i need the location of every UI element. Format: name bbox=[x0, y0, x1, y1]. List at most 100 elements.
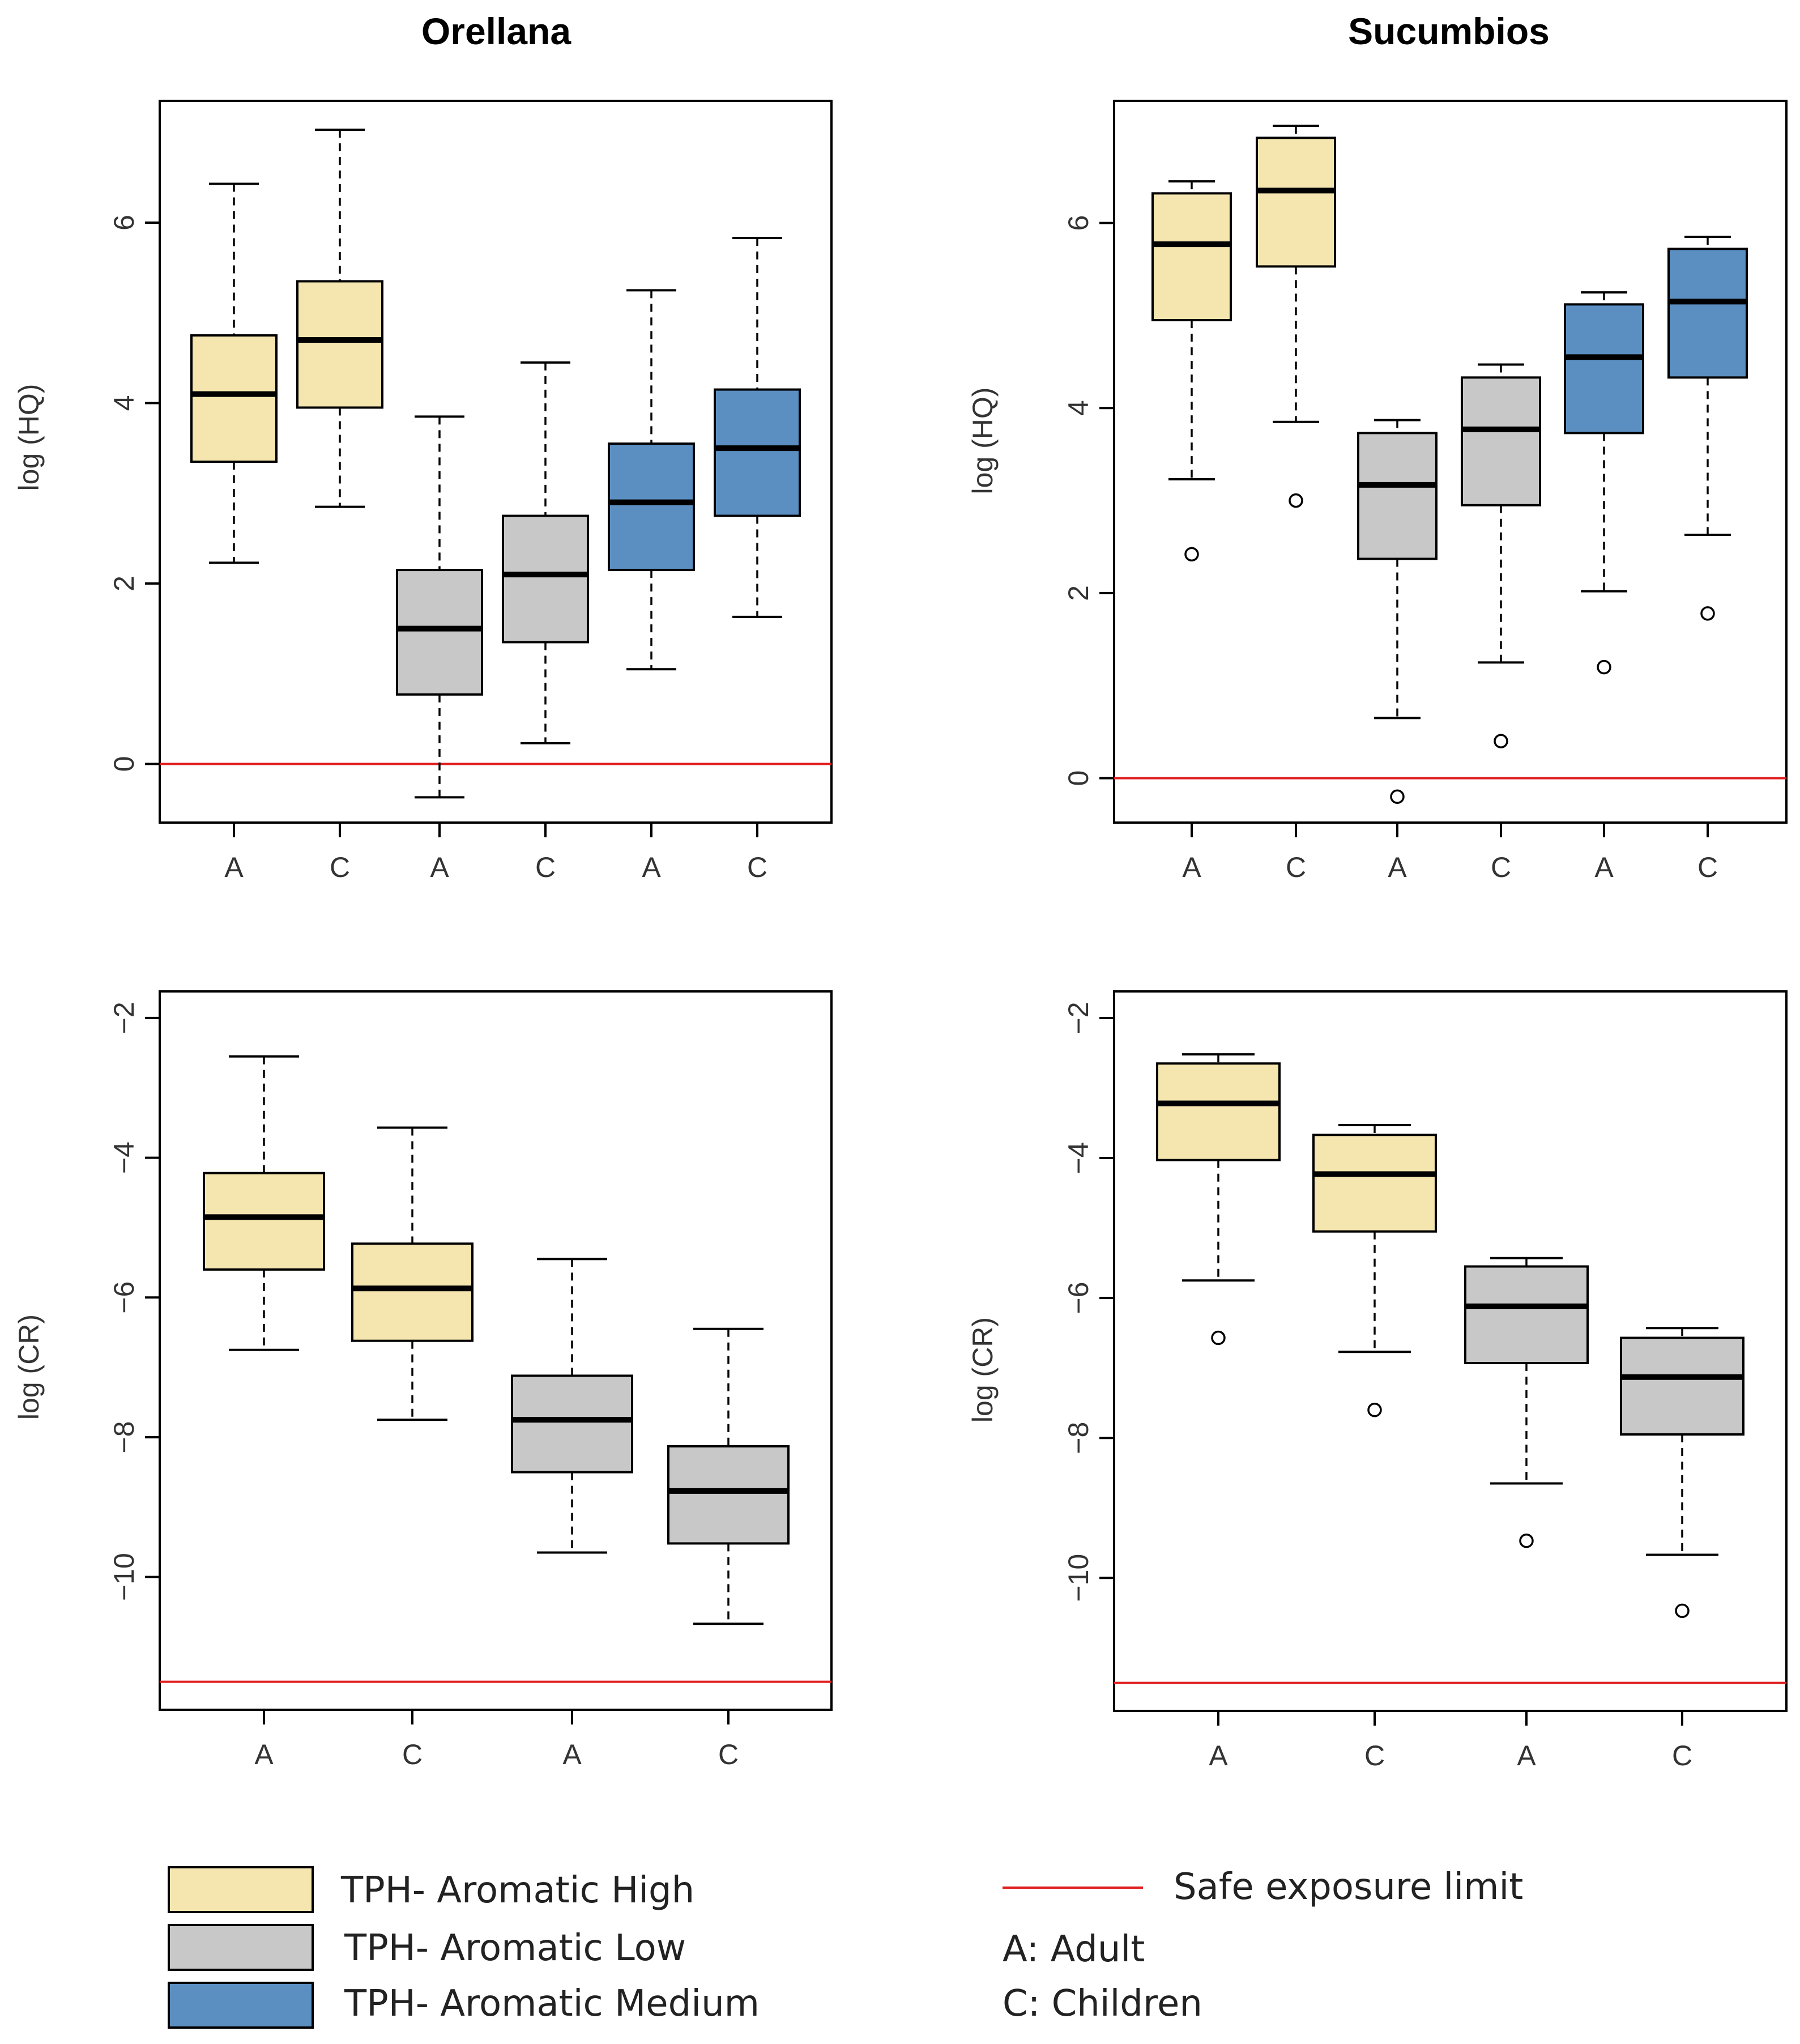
iqr-box bbox=[608, 442, 695, 572]
legend: TPH- Aromatic High TPH- Aromatic Low TPH… bbox=[168, 1866, 1523, 2029]
outlier-point bbox=[1675, 1603, 1690, 1619]
x-tick-label: C bbox=[1672, 1740, 1692, 1772]
legend-swatch-medium bbox=[168, 1982, 314, 2029]
y-axis-label-cr-orellana: log (CR) bbox=[13, 1314, 45, 1420]
iqr-box bbox=[511, 1374, 633, 1474]
y-tick-label: −6 bbox=[1063, 1282, 1094, 1314]
panel-title-orellana: Orellana bbox=[421, 10, 571, 52]
outlier-point bbox=[1184, 547, 1199, 562]
iqr-box bbox=[1667, 248, 1748, 379]
legend-swatch-low bbox=[168, 1924, 314, 1971]
y-tick-label: 4 bbox=[1063, 400, 1094, 416]
box-high-children bbox=[351, 1126, 474, 1421]
panel-sucumbios-cr: log (CR) −2 −4 −6 −8 −10 A C A C bbox=[967, 990, 1788, 1772]
iqr-box bbox=[351, 1242, 474, 1342]
x-tick-label: A bbox=[642, 851, 661, 883]
x-tick-label: C bbox=[402, 1739, 423, 1770]
y-tick-label: −2 bbox=[108, 1002, 140, 1034]
iqr-box bbox=[190, 334, 278, 463]
box-low-adult bbox=[1357, 419, 1438, 804]
y-axis-label-cr-sucumbios: log (CR) bbox=[967, 1317, 999, 1423]
box-low-adult bbox=[1464, 1257, 1589, 1548]
iqr-box bbox=[502, 514, 589, 644]
y-tick-label: −2 bbox=[1063, 1002, 1094, 1034]
x-tick-label: C bbox=[1286, 851, 1306, 883]
outlier-point bbox=[1289, 493, 1303, 508]
x-tick-label: A bbox=[224, 851, 244, 883]
y-tick-label: 6 bbox=[1063, 215, 1094, 231]
box-low-adult bbox=[396, 415, 483, 799]
box-low-adult bbox=[511, 1258, 633, 1554]
box-medium-children bbox=[714, 237, 801, 618]
y-axis-label-hq-sucumbios: log (HQ) bbox=[967, 387, 999, 495]
y-tick-label: −8 bbox=[1063, 1422, 1094, 1454]
iqr-box bbox=[203, 1172, 325, 1271]
x-tick-label: A bbox=[1182, 851, 1201, 883]
box-medium-adult bbox=[1564, 291, 1644, 675]
x-tick-label: C bbox=[1697, 851, 1718, 883]
outlier-point bbox=[1211, 1330, 1226, 1345]
outlier-point bbox=[1494, 734, 1508, 749]
plot-frame bbox=[1113, 990, 1788, 1712]
box-high-adult bbox=[1156, 1053, 1281, 1345]
legend-label-children: C: Children bbox=[1003, 1983, 1202, 2025]
x-tick-label: A bbox=[1209, 1740, 1228, 1772]
x-tick-label: C bbox=[330, 851, 350, 883]
box-high-children bbox=[296, 128, 383, 508]
legend-swatch-high bbox=[168, 1866, 314, 1913]
box-low-children bbox=[667, 1327, 790, 1625]
legend-label-safe-limit: Safe exposure limit bbox=[1174, 1866, 1523, 1908]
iqr-box bbox=[396, 569, 483, 696]
legend-label-adult: A: Adult bbox=[1003, 1928, 1145, 1970]
iqr-box bbox=[714, 388, 801, 517]
y-tick-label: −10 bbox=[1063, 1554, 1094, 1602]
y-tick-label: −8 bbox=[108, 1421, 140, 1453]
y-tick-label: −4 bbox=[108, 1142, 140, 1174]
panel-orellana-hq: Orellana log (HQ) 0 2 4 6 A C A C A C bbox=[13, 10, 833, 883]
box-high-children bbox=[1312, 1123, 1437, 1417]
legend-label-low: TPH- Aromatic Low bbox=[344, 1927, 686, 1969]
y-tick-label: −10 bbox=[108, 1553, 140, 1601]
outlier-point bbox=[1700, 606, 1715, 621]
iqr-box bbox=[1461, 376, 1541, 506]
box-high-adult bbox=[190, 182, 278, 564]
y-tick-label: 2 bbox=[108, 576, 140, 591]
outlier-point bbox=[1519, 1534, 1534, 1548]
x-tick-label: C bbox=[1491, 851, 1511, 883]
box-high-adult bbox=[203, 1055, 325, 1351]
panel-orellana-cr: log (CR) −2 −4 −6 −8 −10 A C A C bbox=[13, 990, 833, 1770]
x-tick-label: A bbox=[1594, 851, 1614, 883]
y-tick-label: 6 bbox=[108, 215, 140, 231]
x-tick-label: C bbox=[535, 851, 556, 883]
y-axis-label-hq-orellana: log (HQ) bbox=[13, 384, 45, 491]
x-tick-label: A bbox=[562, 1739, 582, 1770]
plot-frame bbox=[159, 990, 833, 1711]
box-low-children bbox=[502, 361, 589, 744]
outlier-point bbox=[1597, 659, 1611, 675]
box-medium-children bbox=[1667, 236, 1748, 621]
iqr-box bbox=[1151, 192, 1232, 322]
x-tick-label: C bbox=[718, 1739, 739, 1770]
y-tick-label: −4 bbox=[1063, 1142, 1094, 1174]
x-tick-label: C bbox=[747, 851, 767, 883]
box-high-adult bbox=[1151, 180, 1232, 562]
legend-label-medium: TPH- Aromatic Medium bbox=[344, 1983, 760, 2025]
x-tick-label: A bbox=[1388, 851, 1407, 883]
y-tick-label: 2 bbox=[1063, 585, 1094, 601]
iqr-box bbox=[667, 1445, 790, 1545]
plot-frame bbox=[159, 100, 833, 824]
iqr-box bbox=[1564, 303, 1644, 435]
x-tick-label: C bbox=[1364, 1740, 1385, 1772]
box-medium-adult bbox=[608, 289, 695, 671]
outlier-point bbox=[1367, 1403, 1382, 1417]
plot-frame bbox=[1113, 100, 1788, 824]
iqr-box bbox=[1156, 1062, 1281, 1161]
legend-label-high: TPH- Aromatic High bbox=[340, 1870, 694, 1911]
iqr-box bbox=[1312, 1134, 1437, 1233]
iqr-box bbox=[1256, 137, 1336, 268]
box-low-children bbox=[1620, 1327, 1744, 1619]
iqr-box bbox=[1357, 432, 1438, 560]
panel-sucumbios-hq: Sucumbios log (HQ) 0 2 4 6 A C A C A C bbox=[967, 10, 1788, 883]
panel-title-sucumbios: Sucumbios bbox=[1348, 10, 1550, 52]
